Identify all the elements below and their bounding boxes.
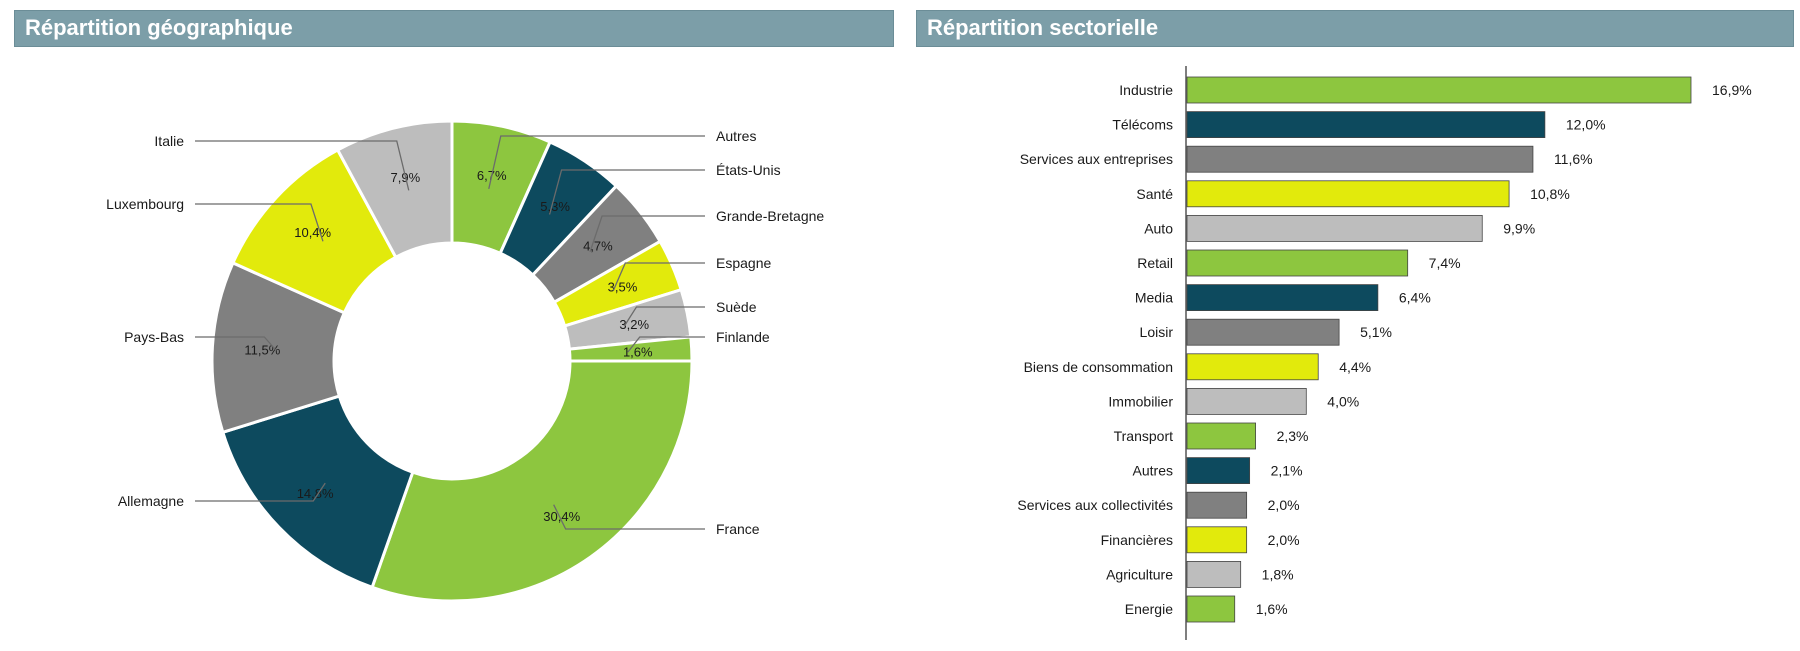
bar-category-label: Agriculture [1106, 566, 1173, 582]
bar-value-label: 7,4% [1429, 255, 1461, 271]
bar-value-label: 16,9% [1712, 82, 1752, 98]
donut-slice [220, 394, 415, 590]
sector-bar [1186, 111, 1546, 138]
slice-category-label: Luxembourg [106, 196, 184, 212]
sector-bar [1186, 284, 1379, 312]
slice-leader-line [589, 215, 705, 253]
slice-value-label: 10,4% [294, 225, 331, 240]
sector-bar [1186, 526, 1248, 554]
bar-value-label: 9,9% [1503, 220, 1535, 236]
sector-bar [1186, 249, 1409, 277]
sector-bar [1186, 387, 1307, 415]
sector-bar-chart: Industrie 16,9% Télécoms 12,0% Services aux … [1017, 66, 1752, 640]
bar-value-label: 10,8% [1530, 186, 1570, 202]
slice-leader-line [195, 203, 324, 242]
slice-leader-line [488, 135, 705, 190]
bar-value-label: 6,4% [1399, 290, 1431, 306]
bar-value-label: 4,4% [1339, 359, 1371, 375]
donut-slice [335, 119, 454, 260]
bar-category-label: Transport [1114, 428, 1174, 444]
sector-bar [1186, 422, 1256, 450]
bar-category-label: Santé [1136, 186, 1173, 202]
bar-category-label: Financières [1101, 532, 1173, 548]
slice-category-label: États-Unis [716, 162, 781, 178]
bar-value-label: 2,0% [1268, 497, 1300, 513]
slice-category-label: Autres [716, 128, 756, 144]
slice-leader-line [553, 504, 705, 530]
bar-value-label: 1,8% [1262, 566, 1294, 582]
slice-leader-line [612, 262, 705, 291]
sector-bar [1186, 145, 1534, 173]
slice-category-label: Suède [716, 299, 757, 315]
bar-category-label: Retail [1137, 255, 1173, 271]
bar-value-label: 12,0% [1566, 117, 1606, 133]
bar-value-label: 2,1% [1271, 463, 1303, 479]
sector-bar [1186, 318, 1340, 346]
slice-value-label: 5,3% [540, 199, 570, 214]
bar-category-label: Biens de consommation [1024, 359, 1173, 375]
bar-value-label: 5,1% [1360, 324, 1392, 340]
bar-category-label: Services aux entreprises [1020, 151, 1173, 167]
sector-bar [1186, 180, 1510, 208]
slice-value-label: 30,4% [543, 509, 580, 524]
slice-category-label: France [716, 521, 760, 537]
bar-category-label: Immobilier [1108, 393, 1173, 409]
bar-category-label: Auto [1144, 220, 1173, 236]
slice-category-label: Grande-Bretagne [716, 208, 824, 224]
slice-leader-line [195, 140, 410, 191]
slice-category-label: Finlande [716, 329, 770, 345]
bar-value-label: 4,0% [1327, 393, 1359, 409]
bar-category-label: Services aux collectivités [1017, 497, 1173, 513]
sector-bar [1186, 491, 1248, 519]
bar-value-label: 1,6% [1256, 601, 1288, 617]
bar-category-label: Loisir [1140, 324, 1174, 340]
bar-category-label: Télécoms [1112, 117, 1173, 133]
geo-panel-title: Répartition géographique [14, 10, 894, 47]
sector-bar [1186, 457, 1251, 485]
slice-value-label: 11,5% [244, 343, 280, 358]
sector-bar [1186, 76, 1692, 104]
sector-bar [1186, 353, 1319, 381]
slice-leader-line [623, 306, 705, 327]
slice-leader-line [195, 482, 326, 502]
sector-bar [1186, 595, 1236, 623]
bar-category-label: Media [1135, 290, 1173, 306]
bar-category-label: Industrie [1119, 82, 1173, 98]
sector-panel-title: Répartition sectorielle [916, 10, 1794, 47]
geo-donut-chart: 6,7%Autres5,3%États-Unis4,7%Grande-Breta… [106, 119, 824, 603]
slice-category-label: Italie [154, 133, 184, 149]
sector-bar [1186, 214, 1483, 242]
bar-value-label: 11,6% [1554, 151, 1593, 167]
bar-category-label: Energie [1125, 601, 1173, 617]
slice-leader-line [195, 336, 277, 351]
slice-category-label: Pays-Bas [124, 329, 184, 345]
slice-leader-line [548, 169, 705, 215]
slice-value-label: 1,6% [623, 345, 653, 360]
sector-bar [1186, 561, 1242, 588]
slice-category-label: Espagne [716, 255, 771, 271]
slice-leader-line [627, 336, 705, 353]
slice-value-label: 4,7% [583, 239, 613, 254]
slice-value-label: 3,5% [608, 280, 638, 295]
bar-value-label: 2,0% [1268, 532, 1300, 548]
slice-value-label: 3,2% [619, 317, 649, 332]
slice-category-label: Allemagne [118, 493, 184, 509]
bar-value-label: 2,3% [1277, 428, 1309, 444]
slice-value-label: 14,8% [297, 486, 334, 501]
donut-slice [370, 359, 694, 603]
bar-category-label: Autres [1133, 463, 1173, 479]
